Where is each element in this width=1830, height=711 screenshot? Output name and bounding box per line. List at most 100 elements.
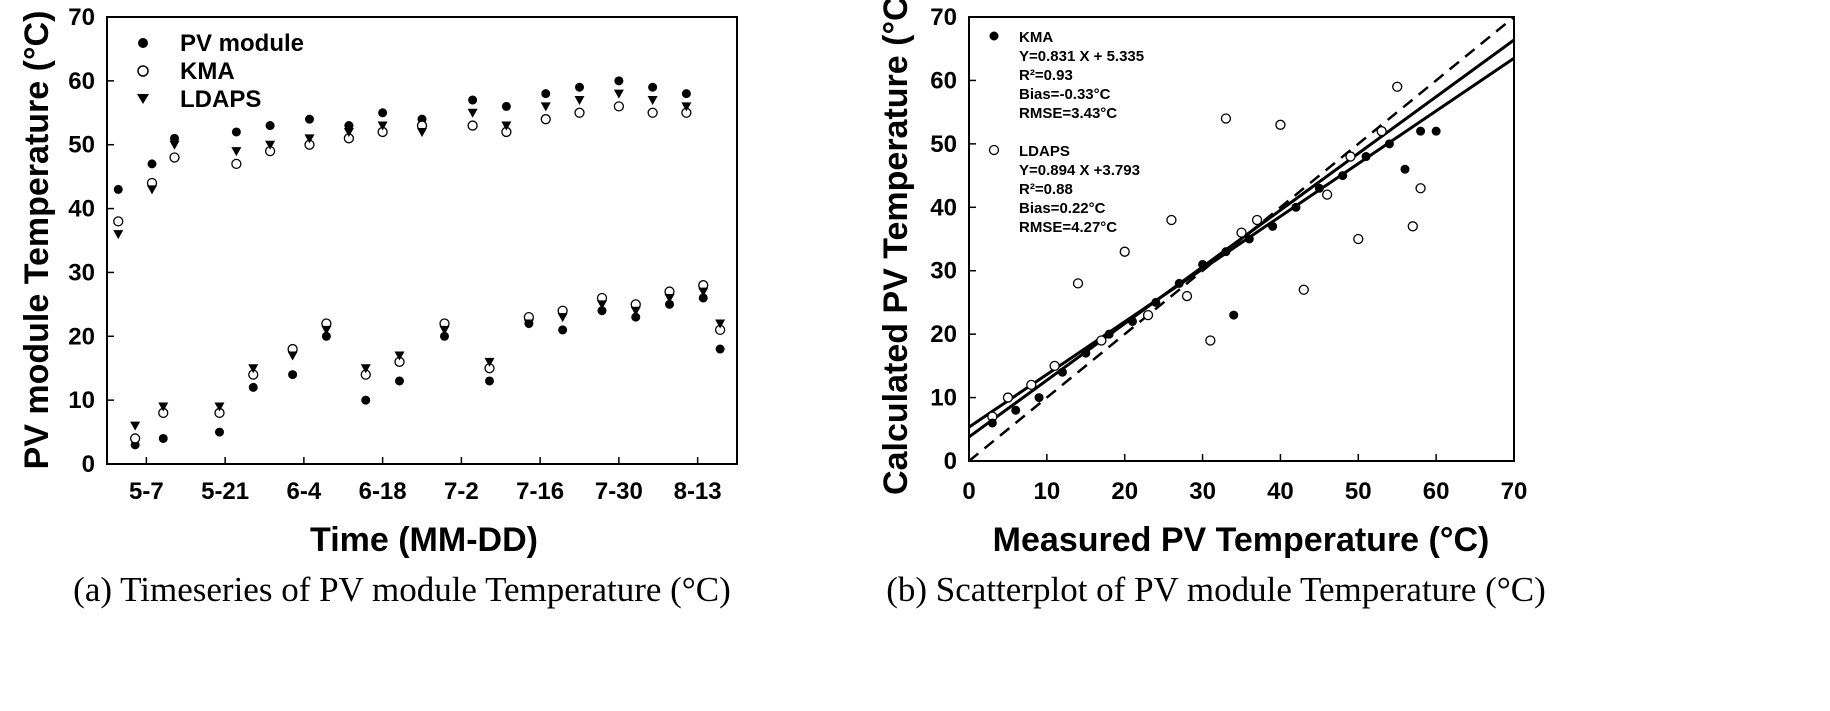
data-point-kma bbox=[1221, 247, 1231, 257]
y-tick-label: 60 bbox=[930, 67, 957, 94]
caption-a: (a) Timeseries of PV module Temperature … bbox=[73, 570, 731, 609]
x-tick-label: 7-2 bbox=[444, 478, 479, 505]
x-tick-label: 5-7 bbox=[129, 478, 164, 505]
data-point-ldaps bbox=[394, 351, 405, 361]
data-point-kma bbox=[613, 101, 625, 112]
data-point-pv-module bbox=[715, 344, 725, 354]
y-tick-label: 50 bbox=[68, 132, 95, 159]
data-point-ldaps bbox=[484, 357, 495, 367]
y-tick-label: 70 bbox=[68, 4, 95, 31]
data-point-pv-module bbox=[631, 312, 641, 322]
timeseries-x-axis-label: Time (MM-DD) bbox=[310, 521, 538, 559]
y-tick-label: 0 bbox=[944, 448, 957, 475]
data-point-ldaps bbox=[1275, 119, 1286, 130]
legend-marker-kma-scatter bbox=[989, 31, 999, 41]
data-point-ldaps bbox=[647, 96, 658, 106]
scatter-y-axis-label: Calculated PV Temperature (°C) bbox=[877, 0, 915, 495]
x-tick-label: 20 bbox=[1111, 478, 1138, 505]
legend-marker-ldaps-scatter bbox=[988, 144, 1000, 156]
timeseries-y-axis-label: PV module Temperature (°C) bbox=[18, 11, 56, 470]
timeseries-points bbox=[113, 76, 726, 450]
data-point-ldaps bbox=[1251, 214, 1263, 226]
x-tick-label: 6-18 bbox=[359, 478, 407, 505]
scatter-x-axis-label: Measured PV Temperature (°C) bbox=[993, 521, 1490, 559]
data-point-ldaps bbox=[304, 134, 315, 144]
x-tick-label: 10 bbox=[1034, 478, 1061, 505]
data-point-pv-module bbox=[305, 114, 314, 124]
data-point-ldaps bbox=[321, 325, 332, 335]
y-tick-label: 0 bbox=[82, 451, 95, 478]
data-point-ldaps bbox=[1119, 246, 1130, 257]
data-point-pv-module bbox=[158, 433, 168, 443]
data-point-ldaps bbox=[1321, 189, 1333, 200]
kma-r2: R²=0.93 bbox=[1019, 67, 1073, 84]
data-point-ldaps bbox=[1376, 126, 1387, 137]
data-point-pv-module bbox=[248, 382, 258, 392]
data-point-ldaps bbox=[1049, 360, 1060, 372]
data-point-kma bbox=[467, 120, 478, 131]
scatter-x-ticks: 0 10 20 30 40 50 60 70 bbox=[962, 454, 1527, 505]
data-point-pv-module bbox=[113, 184, 123, 194]
data-point-ldaps bbox=[664, 293, 675, 303]
data-point-ldaps bbox=[597, 300, 607, 310]
data-point-ldaps bbox=[1392, 81, 1403, 92]
data-point-kma bbox=[1104, 329, 1114, 339]
data-point-kma bbox=[231, 158, 242, 170]
scatter-points bbox=[987, 81, 1441, 428]
data-point-ldaps bbox=[1353, 233, 1364, 245]
kma-label: KMA bbox=[1019, 29, 1053, 46]
data-point-ldaps bbox=[501, 121, 512, 131]
data-point-pv-module bbox=[541, 89, 551, 99]
caption-b: (b) Scatterplot of PV module Temperature… bbox=[886, 570, 1546, 609]
fit-line-kma bbox=[968, 56, 1515, 429]
data-point-kma bbox=[1268, 221, 1278, 231]
data-point-kma bbox=[129, 433, 141, 444]
data-point-pv-module bbox=[147, 159, 157, 169]
data-point-pv-module bbox=[395, 376, 404, 386]
data-point-ldaps bbox=[1415, 183, 1426, 194]
data-point-kma bbox=[1400, 164, 1410, 174]
ldaps-equation: Y=0.894 X +3.793 bbox=[1019, 162, 1140, 179]
y-tick-label: 70 bbox=[930, 4, 957, 31]
data-point-ldaps bbox=[343, 127, 354, 137]
data-point-pv-module bbox=[361, 395, 371, 405]
y-tick-label: 20 bbox=[68, 323, 95, 350]
y-tick-label: 30 bbox=[930, 258, 957, 285]
data-point-ldaps bbox=[1166, 214, 1177, 226]
legend-label-ldaps: LDAPS bbox=[180, 86, 261, 113]
data-point-ldaps bbox=[523, 319, 534, 329]
data-point-ldaps bbox=[248, 364, 259, 374]
data-point-pv-module bbox=[468, 95, 478, 105]
x-tick-label: 40 bbox=[1267, 478, 1294, 505]
data-point-ldaps bbox=[1142, 309, 1154, 321]
data-point-kma bbox=[1431, 126, 1441, 136]
data-point-ldaps bbox=[231, 147, 242, 157]
data-point-pv-module bbox=[288, 370, 298, 380]
data-point-pv-module bbox=[698, 293, 708, 303]
data-point-pv-module bbox=[215, 427, 224, 437]
data-point-ldaps bbox=[158, 402, 169, 412]
data-point-pv-module bbox=[597, 306, 607, 316]
data-point-kma bbox=[1081, 348, 1091, 358]
scatter-plot-frame bbox=[968, 16, 1515, 462]
data-point-ldaps bbox=[1205, 335, 1216, 346]
data-point-ldaps bbox=[169, 140, 180, 150]
y-tick-label: 20 bbox=[930, 321, 957, 348]
data-point-ldaps bbox=[1002, 392, 1014, 403]
data-point-pv-module bbox=[231, 127, 241, 137]
data-point-pv-module bbox=[485, 376, 494, 386]
data-point-pv-module bbox=[665, 299, 674, 309]
data-point-kma bbox=[1338, 171, 1348, 181]
data-point-kma bbox=[1174, 278, 1184, 288]
data-point-ldaps bbox=[360, 364, 371, 374]
data-point-ldaps bbox=[574, 96, 585, 106]
data-point-ldaps bbox=[698, 287, 709, 297]
kma-bias: Bias=-0.33°C bbox=[1019, 86, 1111, 103]
data-point-kma bbox=[1244, 234, 1254, 244]
y-tick-label: 40 bbox=[930, 194, 957, 221]
data-point-kma bbox=[647, 107, 658, 118]
data-point-kma bbox=[987, 418, 997, 428]
data-point-pv-module bbox=[440, 331, 449, 341]
timeseries-plot-frame bbox=[106, 16, 738, 465]
